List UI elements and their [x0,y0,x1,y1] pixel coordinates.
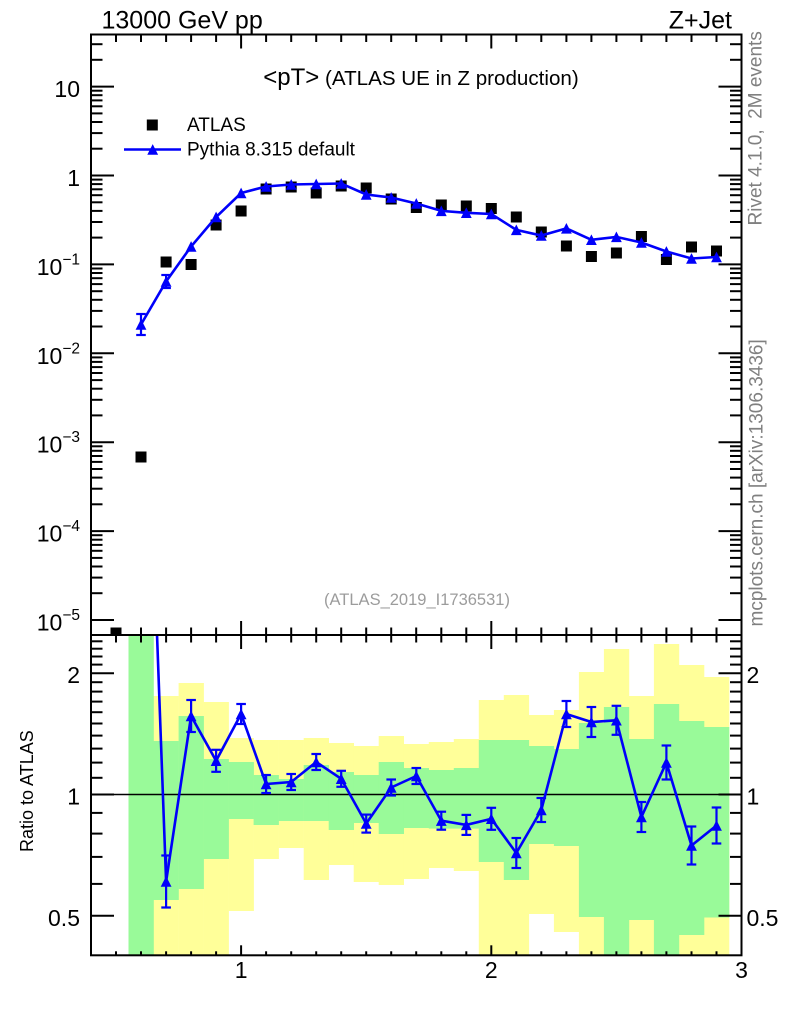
svg-text:13000 GeV pp: 13000 GeV pp [102,7,263,35]
svg-text:2: 2 [67,662,80,688]
svg-text:Ratio to ATLAS: Ratio to ATLAS [17,730,37,852]
svg-text:10−3: 10−3 [37,429,80,458]
svg-text:ATLAS: ATLAS [187,115,246,136]
svg-text:(ATLAS_2019_I1736531): (ATLAS_2019_I1736531) [324,591,510,609]
svg-text:3: 3 [735,957,748,983]
svg-text:1: 1 [235,957,248,983]
svg-text:10: 10 [54,76,80,102]
svg-text:2: 2 [485,957,498,983]
svg-text:Z+Jet: Z+Jet [669,7,732,35]
svg-text:1: 1 [67,784,80,810]
svg-text:2: 2 [747,662,760,688]
svg-text:0.5: 0.5 [48,905,80,931]
svg-text:1: 1 [747,784,760,810]
svg-text:0.5: 0.5 [747,905,779,931]
svg-text:Rivet 4.1.0, 2M events: Rivet 4.1.0, 2M events [746,31,767,225]
svg-text:Pythia 8.315 default: Pythia 8.315 default [187,140,356,161]
svg-text:1: 1 [67,165,80,191]
svg-text:<pT> (ATLAS UE in Z production: <pT> (ATLAS UE in Z production) [263,64,578,91]
svg-text:mcplots.cern.ch [arXiv:1306.34: mcplots.cern.ch [arXiv:1306.3436] [747,339,768,626]
